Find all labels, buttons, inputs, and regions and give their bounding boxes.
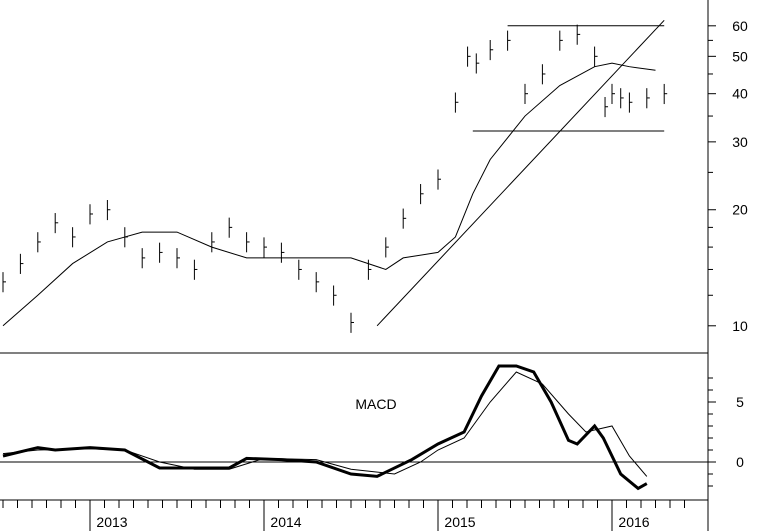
price-tick-label-50: 50 — [732, 48, 748, 64]
macd-lines — [2, 364, 648, 491]
macd-line — [2, 364, 648, 491]
time-tick-label-2014: 2014 — [270, 514, 301, 530]
signal-line — [2, 371, 648, 477]
moving-average-path — [2, 62, 656, 327]
price-tick-label-20: 20 — [732, 202, 748, 218]
time-axis-ticks — [2, 500, 685, 531]
chart-frame — [0, 0, 709, 531]
time-tick-label-2015: 2015 — [444, 514, 475, 530]
price-tick-label-40: 40 — [732, 86, 748, 102]
macd-label: MACD — [355, 396, 396, 412]
price-axis-labels: 10 20 30 40 50 60 — [732, 18, 748, 334]
macd-tick-label-5: 5 — [736, 394, 744, 410]
price-tick-label-10: 10 — [732, 318, 748, 334]
moving-average-line — [2, 62, 656, 327]
price-axis-ticks — [708, 25, 716, 327]
price-bars — [2, 24, 668, 333]
price-annotations — [376, 19, 665, 327]
macd-axis-ticks — [0, 377, 716, 487]
time-tick-label-2016: 2016 — [618, 514, 649, 530]
price-tick-label-60: 60 — [732, 18, 748, 34]
time-tick-label-2013: 2013 — [96, 514, 127, 530]
price-tick-label-30: 30 — [732, 134, 748, 150]
support-trendline — [376, 19, 665, 327]
time-axis-labels: 2013 2014 2015 2016 — [96, 514, 649, 530]
macd-tick-label-0: 0 — [736, 454, 744, 470]
macd-axis-labels: 0 5 — [736, 394, 744, 470]
